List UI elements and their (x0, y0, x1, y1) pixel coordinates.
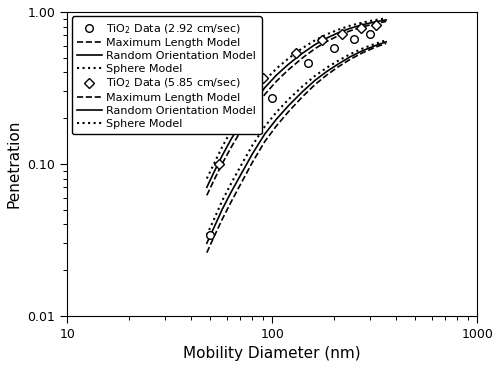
X-axis label: Mobility Diameter (nm): Mobility Diameter (nm) (184, 346, 361, 361)
Y-axis label: Penetration: Penetration (7, 120, 22, 208)
Legend: TiO$_2$ Data (2.92 cm/sec), Maximum Length Model, Random Orientation Model, Sphe: TiO$_2$ Data (2.92 cm/sec), Maximum Leng… (72, 17, 262, 134)
